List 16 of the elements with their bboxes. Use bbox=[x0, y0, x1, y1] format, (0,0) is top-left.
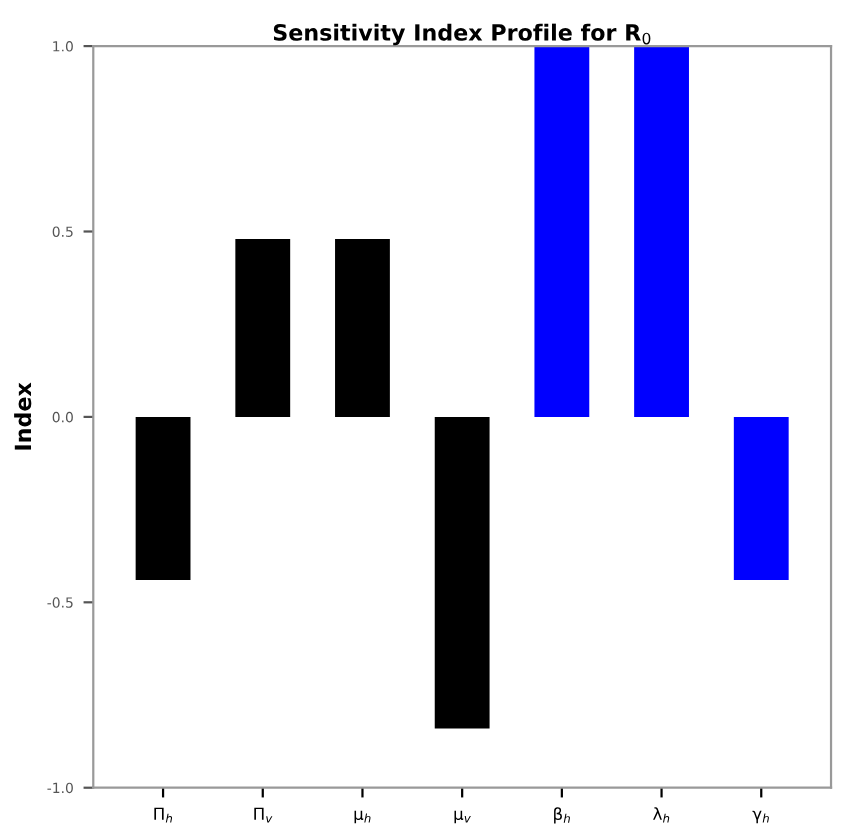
bar bbox=[733, 416, 789, 581]
chart-title: Sensitivity Index Profile for R$_{0}$ bbox=[273, 23, 651, 46]
x-tick-label: Π$_{v}$ bbox=[254, 807, 273, 823]
x-tick-label: λ$_{h}$ bbox=[653, 807, 670, 823]
x-tick-label: Π$_{h}$ bbox=[154, 807, 173, 823]
bar bbox=[434, 416, 490, 729]
x-tick-label: μ$_{h}$ bbox=[354, 810, 371, 824]
bar bbox=[534, 46, 590, 417]
bar bbox=[235, 238, 291, 417]
x-tick-label: β$_{h}$ bbox=[554, 807, 570, 824]
bar bbox=[634, 46, 689, 417]
x-tick-label: γ$_{h}$ bbox=[752, 810, 769, 824]
y-axis-title: Index bbox=[14, 382, 32, 450]
bar bbox=[135, 416, 191, 581]
x-tick-label: μ$_{v}$ bbox=[454, 810, 471, 824]
bar bbox=[335, 238, 390, 417]
